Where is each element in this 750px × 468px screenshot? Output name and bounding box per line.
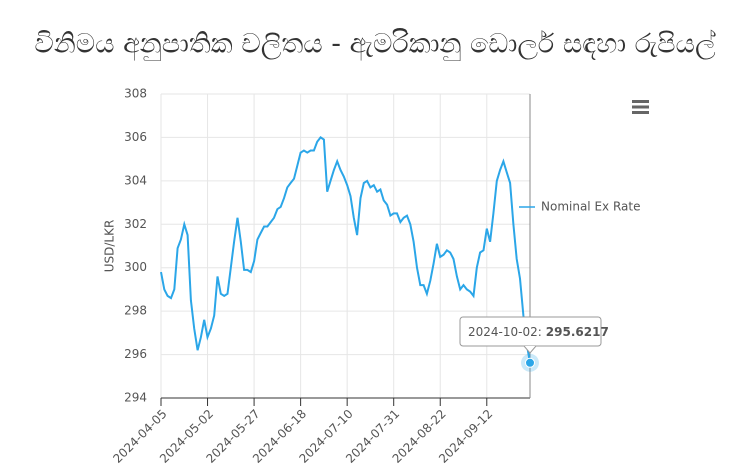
menu-bar	[632, 111, 649, 114]
chart-title: විනිමය අනුපාතික චලිතය - ඇමරිකානු ඩොලර් ස…	[34, 29, 716, 62]
hover-point	[525, 357, 535, 368]
tooltip-value: 295.6217	[546, 325, 609, 339]
y-tick-label: 308	[124, 87, 147, 101]
y-axis-label: USD/LKR	[103, 220, 117, 273]
y-tick-label: 306	[124, 130, 147, 144]
menu-bar	[632, 100, 649, 103]
y-tick-label: 296	[124, 347, 147, 361]
tooltip: 2024-10-02: 295.6217	[459, 316, 609, 354]
legend-label: Nominal Ex Rate	[541, 200, 640, 214]
y-tick-label: 298	[124, 304, 147, 318]
tooltip-pointer	[523, 345, 537, 354]
tooltip-text: 2024-10-02: 295.6217	[468, 325, 609, 339]
y-tick-label: 294	[124, 391, 147, 405]
y-tick-label: 300	[124, 260, 147, 274]
menu-bar	[632, 105, 649, 109]
y-tick-label: 302	[124, 217, 147, 231]
menu-button[interactable]	[632, 100, 649, 114]
y-tick-label: 304	[124, 173, 147, 187]
data-line	[160, 136, 531, 363]
tooltip-label: 2024-10-02:	[468, 325, 542, 339]
